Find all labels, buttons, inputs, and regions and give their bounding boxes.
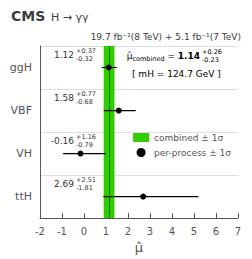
svg-text:19.7 fb⁻¹(8 TeV) + 5.1 fb⁻¹(7: 19.7 fb⁻¹(8 TeV) + 5.1 fb⁻¹(7 TeV) (91, 32, 241, 42)
svg-text:H → γγ: H → γγ (51, 11, 89, 24)
svg-text:+0.26: +0.26 (202, 48, 222, 56)
svg-text:+0.77: +0.77 (76, 90, 96, 98)
svg-text:2.69: 2.69 (54, 179, 74, 189)
svg-text:per-process ± 1σ: per-process ± 1σ (154, 148, 231, 158)
svg-text:ttH: ttH (15, 190, 32, 203)
svg-text:-0.23: -0.23 (202, 56, 219, 64)
svg-text:=: = (165, 51, 178, 61)
svg-text:+1.16: +1.16 (76, 133, 96, 141)
svg-text:1.12: 1.12 (54, 50, 74, 60)
svg-text:-0.79: -0.79 (76, 141, 93, 149)
svg-text:VBF: VBF (11, 104, 32, 117)
svg-text:-0.16: -0.16 (51, 136, 75, 146)
svg-text:-0.32: -0.32 (76, 55, 93, 63)
svg-text:+0.37: +0.37 (76, 47, 96, 55)
svg-text:μ̂: μ̂ (127, 51, 133, 61)
svg-text:-1: -1 (57, 226, 67, 237)
svg-text:[ mH = 124.7 GeV ]: [ mH = 124.7 GeV ] (132, 69, 221, 79)
svg-text:-1.81: -1.81 (76, 184, 93, 192)
svg-text:1.58: 1.58 (54, 93, 74, 103)
svg-text:6: 6 (213, 226, 219, 237)
svg-text:-2: -2 (35, 226, 45, 237)
svg-text:1: 1 (103, 226, 109, 237)
svg-text:VH: VH (16, 147, 32, 160)
svg-text:+2.51: +2.51 (76, 176, 96, 184)
svg-text:5: 5 (191, 226, 197, 237)
svg-text:2: 2 (125, 226, 131, 237)
svg-text:combined: combined (132, 55, 164, 63)
svg-text:μ̂: μ̂ (135, 240, 143, 255)
svg-text:0: 0 (81, 226, 87, 237)
svg-text:7: 7 (235, 226, 241, 237)
svg-text:3: 3 (147, 226, 153, 237)
svg-text:4: 4 (169, 226, 175, 237)
svg-text:combined ± 1σ: combined ± 1σ (154, 133, 223, 143)
svg-text:CMS: CMS (11, 8, 45, 24)
svg-text:ggH: ggH (10, 61, 32, 74)
svg-text:-0.68: -0.68 (76, 98, 93, 106)
svg-text:1.14: 1.14 (178, 51, 200, 61)
